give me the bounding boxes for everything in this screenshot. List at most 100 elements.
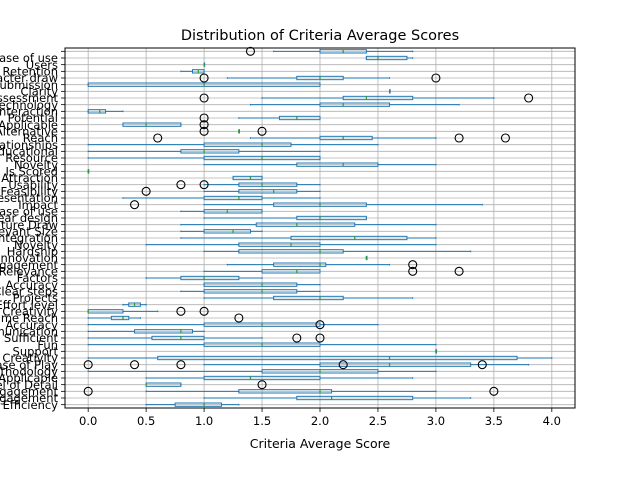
box-iqr	[87, 109, 107, 114]
outlier-point	[199, 306, 209, 316]
y-axis-ticks: EfficiencyEngagementEngagementLevel of D…	[0, 50, 65, 412]
box-iqr	[134, 329, 193, 334]
outlier-point	[199, 73, 209, 83]
y-tick-label: Potential	[8, 111, 58, 125]
y-tick-label: Submission	[0, 78, 58, 92]
x-tick-label: 2.5	[369, 414, 387, 428]
y-tick-label: Interaction	[0, 105, 58, 119]
y-tick-label: Novelty	[14, 158, 58, 172]
x-tick-label: 0.5	[137, 414, 155, 428]
y-tick-label: Accuracy	[5, 278, 58, 292]
box-iqr	[342, 95, 414, 101]
box-iqr	[278, 115, 321, 121]
box-iqr	[203, 142, 292, 147]
box-iqr	[203, 195, 263, 201]
outlier-point	[141, 186, 151, 196]
y-tick-label: Accuracy	[5, 318, 58, 332]
y-tick-label: Relevant Size	[0, 225, 58, 239]
outlier-point	[524, 93, 534, 103]
x-tick-label: 0.0	[79, 414, 97, 428]
y-tick-label: Sufficient	[4, 331, 59, 345]
x-tick-label: 1.0	[195, 414, 213, 428]
box-iqr	[365, 55, 408, 61]
y-tick-label: Reach	[23, 131, 58, 145]
y-tick-label: Clarity	[20, 85, 58, 99]
x-tick-label: 3.5	[485, 414, 503, 428]
box-iqr	[319, 135, 373, 141]
outlier-point	[257, 126, 267, 136]
outlier-point	[454, 133, 464, 143]
y-tick-label: Integration	[0, 231, 58, 245]
y-tick-label: Creativity	[2, 351, 58, 365]
y-tick-label: Creativity	[2, 305, 58, 319]
y-tick-label: Technology	[0, 98, 58, 112]
y-tick-label: Engagement	[0, 385, 58, 399]
box-iqr	[203, 209, 263, 214]
y-tick-label: Impact	[18, 198, 58, 212]
y-tick-label: Level of Detail	[0, 378, 58, 392]
outlier-point	[477, 360, 487, 370]
box-iqr	[238, 249, 344, 254]
box-iqr	[296, 395, 414, 401]
outlier-point	[292, 333, 302, 343]
y-tick-label: Novelty	[14, 238, 58, 252]
outlier-point	[129, 200, 140, 210]
outlier-point	[176, 360, 186, 370]
chart-title: Distribution of Criteria Average Scores	[181, 28, 459, 44]
y-tick-label: Assessment	[0, 91, 58, 105]
outlier-point	[176, 306, 186, 316]
box-iqr	[238, 389, 333, 394]
outlier-point	[489, 386, 499, 396]
box-iqr	[180, 149, 240, 154]
outlier-point	[83, 360, 93, 370]
grid-lines	[65, 48, 575, 408]
box-iqr	[273, 295, 344, 301]
box-iqr	[261, 269, 321, 274]
outlier-point	[153, 133, 163, 143]
outlier-point	[454, 266, 464, 276]
y-tick-label: Projects	[13, 291, 58, 305]
y-tick-label: Usability	[8, 178, 58, 192]
y-tick-label: Communication	[0, 325, 58, 339]
box-iqr	[203, 229, 251, 234]
y-tick-label: Alternative	[0, 125, 58, 139]
y-tick-label: Innovation	[0, 251, 58, 265]
y-tick-label: Ease of use	[0, 205, 58, 219]
box-iqr	[273, 262, 327, 267]
y-tick-label: Engagement	[0, 258, 58, 272]
x-tick-label: 3.0	[427, 414, 445, 428]
box-iqr	[174, 402, 222, 407]
box-iqr	[203, 289, 298, 294]
outlier-point	[199, 113, 209, 123]
box-iqr	[238, 242, 321, 247]
outlier-point	[234, 313, 244, 323]
y-tick-label: Clear steps	[0, 285, 58, 299]
y-tick-label: Resource	[5, 151, 58, 165]
box-iqr	[319, 102, 391, 107]
box-iqr	[122, 122, 182, 127]
x-axis-label: Criteria Average Score	[250, 436, 391, 451]
y-tick-label: Character draw	[0, 71, 58, 85]
outlier-point	[431, 73, 441, 83]
x-tick-label: 1.5	[253, 414, 271, 428]
x-tick-label: 2.0	[311, 414, 329, 428]
box-iqr	[238, 182, 298, 187]
y-tick-label: Methodology	[0, 365, 58, 379]
y-tick-label: Representation	[0, 191, 58, 205]
x-tick-label: 4.0	[543, 414, 561, 428]
outlier-point	[129, 360, 140, 370]
outlier-point	[199, 120, 209, 130]
box-iqr	[290, 235, 408, 241]
y-tick-label: Users	[26, 58, 58, 72]
outlier-point	[408, 260, 418, 270]
outlier-point	[199, 93, 209, 103]
y-tick-label: Efficiency	[3, 398, 59, 412]
y-tick-label: Fun	[37, 338, 58, 352]
outlier-point	[199, 126, 209, 136]
outlier-point	[199, 180, 209, 190]
y-tick-label: Support	[13, 345, 59, 359]
box-iqr	[255, 222, 356, 227]
y-tick-label: Game Reach	[0, 311, 58, 325]
y-tick-label: Retention	[3, 65, 58, 79]
box-elements	[83, 46, 553, 407]
